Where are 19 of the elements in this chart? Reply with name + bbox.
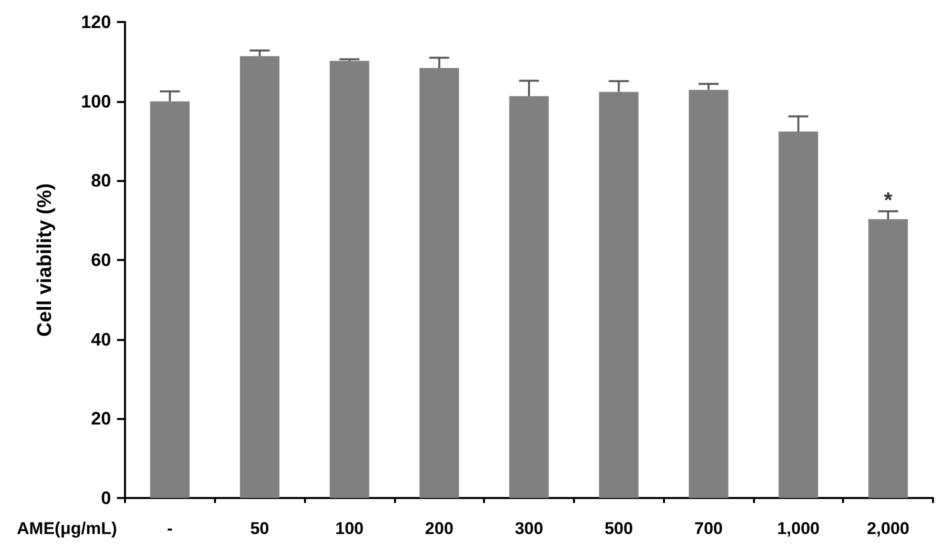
y-axis-title: Cell viability (%) — [34, 183, 56, 337]
x-tick-label: - — [167, 519, 173, 538]
x-tick-label: 700 — [694, 519, 723, 538]
y-tick-label: 80 — [90, 170, 111, 191]
x-axis-title: AME(μg/mL) — [16, 519, 117, 538]
annotation: * — [884, 188, 893, 213]
x-tick-label: 100 — [335, 519, 364, 538]
y-tick-label: 40 — [90, 329, 111, 350]
x-tick-label: 50 — [250, 519, 270, 538]
y-tick-label: 0 — [100, 488, 111, 508]
y-tick-label: 60 — [90, 250, 111, 270]
y-tick-label: 120 — [80, 12, 111, 32]
x-tick-label: 500 — [604, 519, 633, 538]
x-tick-label: 300 — [514, 519, 544, 538]
y-tick-label: 20 — [90, 408, 111, 429]
x-tick-label: 2,000 — [866, 519, 910, 538]
y-tick-label: 100 — [80, 91, 111, 112]
x-tick-label: 200 — [425, 519, 454, 538]
x-tick-label: 1,000 — [777, 519, 820, 538]
